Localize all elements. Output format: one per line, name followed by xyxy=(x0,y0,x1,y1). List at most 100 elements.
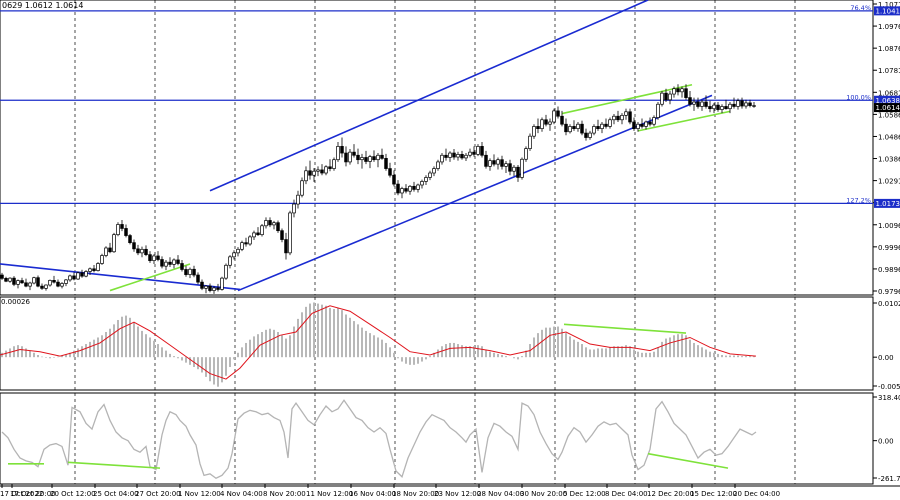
time-tick-label: 17 Oct 20:00 xyxy=(10,490,56,498)
candle-body xyxy=(76,272,80,280)
cci-panel xyxy=(1,399,757,479)
candle-body xyxy=(280,230,284,240)
candle-body xyxy=(16,280,20,285)
price-header: 0629 1.0612 1.0614 xyxy=(2,1,84,10)
candle-body xyxy=(472,151,476,155)
candle-body xyxy=(540,119,544,129)
candle-body xyxy=(492,160,496,165)
candle-body xyxy=(504,163,508,167)
candle-body xyxy=(692,101,696,105)
cci-divergence-line xyxy=(67,461,161,469)
candle-body xyxy=(152,255,156,261)
candle-body xyxy=(160,259,164,267)
candle-body xyxy=(56,281,60,287)
candle-body xyxy=(324,166,328,174)
candle-body xyxy=(368,156,372,162)
candle-body xyxy=(500,159,504,167)
candle-body xyxy=(164,261,168,267)
candle-body xyxy=(4,278,8,282)
candle-body xyxy=(708,106,712,110)
candle-body xyxy=(80,272,84,277)
candle-body xyxy=(452,152,456,158)
time-tick-label: 8 Dec 04:00 xyxy=(605,490,648,498)
candle-body xyxy=(100,255,104,264)
candle-body xyxy=(672,88,676,95)
candle-body xyxy=(580,123,584,134)
candle-body xyxy=(388,168,392,176)
candle-body xyxy=(468,151,472,156)
candle-body xyxy=(256,232,260,236)
candle-body xyxy=(292,203,296,214)
candle-body xyxy=(348,151,352,163)
candle-body xyxy=(156,255,160,260)
candle-body xyxy=(116,224,120,236)
divergence-line xyxy=(109,263,191,292)
candle-body xyxy=(268,220,272,226)
candle-body xyxy=(640,123,644,127)
candle-body xyxy=(148,254,152,261)
candle-body xyxy=(180,263,184,270)
candle-body xyxy=(488,160,492,167)
candle-body xyxy=(60,283,64,287)
candle-body xyxy=(72,275,76,280)
candle-body xyxy=(248,236,252,245)
candle-body xyxy=(120,224,124,229)
time-tick-label: 8 Nov 20:00 xyxy=(263,490,306,498)
candle-body xyxy=(176,259,180,264)
macd-value-label: 0.00026 xyxy=(1,298,30,306)
candle-body xyxy=(584,132,588,138)
candle-body xyxy=(460,154,464,159)
time-tick-label: 30 Nov 20:00 xyxy=(520,490,567,498)
candle-body xyxy=(24,282,28,287)
cci-tick-label: -261.798 xyxy=(878,475,900,483)
candle-body xyxy=(96,263,100,271)
candle-body xyxy=(112,234,116,253)
candle-body xyxy=(12,277,16,285)
candle-body xyxy=(144,248,148,255)
candle-body xyxy=(272,222,276,226)
candle-body xyxy=(32,277,36,284)
candle-body xyxy=(712,104,716,110)
candle-body xyxy=(616,115,620,121)
price-tick-label: 1.0876 xyxy=(878,45,900,53)
candle-body xyxy=(700,101,704,107)
candle-body xyxy=(464,154,468,159)
fib-price-box xyxy=(874,6,900,16)
candle-body xyxy=(252,232,256,238)
candle-body xyxy=(172,259,176,265)
price-tick-label: 0.9896 xyxy=(878,266,900,274)
candle-body xyxy=(704,101,708,107)
candle-body xyxy=(300,180,304,196)
trend-channel-line xyxy=(0,263,241,291)
candle-body xyxy=(604,123,608,127)
candle-body xyxy=(260,225,264,236)
candle-body xyxy=(48,280,52,286)
price-tick-label: 0.9996 xyxy=(878,244,900,252)
divergence-line xyxy=(637,110,731,132)
candle-body xyxy=(556,110,560,117)
candle-body xyxy=(512,166,516,172)
candle-body xyxy=(84,271,88,277)
candle-body xyxy=(732,103,736,107)
time-tick-label: 23 Nov 12:00 xyxy=(434,490,481,498)
cci-tick-label: 0.00 xyxy=(878,438,894,446)
fib-level-label: 127.2% xyxy=(846,196,871,204)
candle-body xyxy=(132,242,136,250)
time-tick-label: 16 Nov 04:00 xyxy=(349,490,396,498)
time-tick-label: 1 Nov 12:00 xyxy=(178,490,221,498)
candle-body xyxy=(124,228,128,236)
candle-body xyxy=(40,285,44,289)
candle-body xyxy=(628,111,632,123)
candle-body xyxy=(44,284,48,289)
time-tick-label: 20 Oct 12:00 xyxy=(50,490,96,498)
candle-body xyxy=(528,135,532,149)
time-tick-label: 4 Nov 04:00 xyxy=(220,490,263,498)
candle-body xyxy=(444,154,448,158)
price-tick-label: 1.0486 xyxy=(878,133,900,141)
price-tick-label: 0.9796 xyxy=(878,288,900,296)
candle-body xyxy=(572,126,576,129)
candle-body xyxy=(296,194,300,205)
